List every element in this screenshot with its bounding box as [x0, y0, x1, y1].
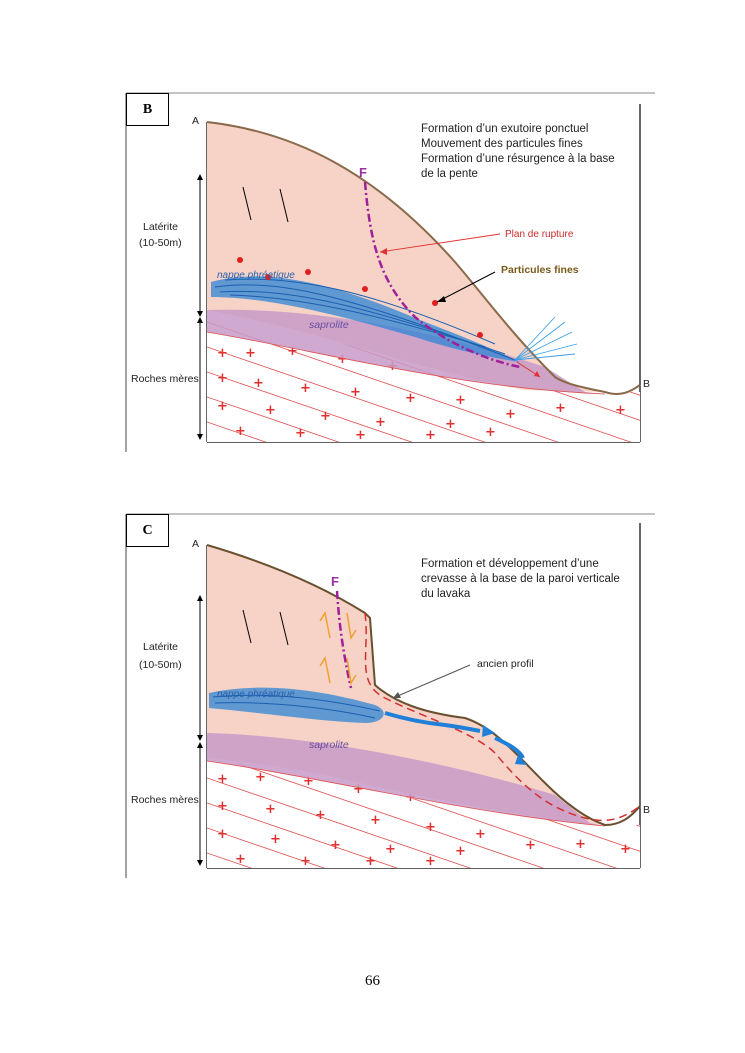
panel-label: C [126, 514, 169, 547]
svg-text:+: + [575, 837, 586, 852]
svg-text:+: + [385, 842, 396, 857]
svg-text:+: + [620, 842, 631, 857]
svg-text:+: + [217, 799, 228, 814]
svg-text:+: + [445, 417, 456, 432]
svg-text:+: + [217, 772, 228, 787]
bedrock-label: Roches mères [131, 794, 199, 806]
figure-c-diagram: + + +++ + + + + + + + + + + + + + + + + + + [125, 513, 655, 878]
svg-text:+: + [425, 820, 436, 835]
old-profile-label: ancien profil [477, 658, 534, 670]
point-b-label: B [643, 378, 651, 390]
svg-text:+: + [265, 403, 276, 418]
fine-particles-label: Particules fines [501, 264, 579, 276]
svg-text:+: + [455, 844, 466, 859]
svg-text:+: + [295, 426, 306, 441]
water-table-label: nappe phréatique [217, 689, 295, 700]
svg-text:+: + [235, 424, 246, 439]
svg-text:+: + [355, 428, 366, 443]
svg-text:+: + [303, 774, 314, 789]
svg-text:+: + [217, 346, 228, 361]
svg-text:+: + [320, 409, 331, 424]
figure-c: + + + + + + + + + + + + + + + + + + + + + + + [125, 513, 660, 880]
svg-text:+: + [365, 854, 376, 869]
svg-text:+: + [315, 808, 326, 823]
svg-text:+: + [300, 854, 311, 869]
svg-text:+: + [370, 813, 381, 828]
svg-text:+: + [375, 415, 386, 430]
water-table-label: nappe phréatique [217, 270, 295, 281]
bedrock-label: Roches mères [131, 373, 199, 385]
fault-label: F [331, 574, 339, 589]
point-a-label: A [192, 115, 200, 127]
description-line: de la pente [421, 168, 478, 180]
svg-text:+: + [505, 407, 516, 422]
description-line: Mouvement des particules fines [421, 138, 583, 150]
svg-text:+: + [425, 854, 436, 869]
svg-text:+: + [350, 385, 361, 400]
svg-text:+: + [253, 376, 264, 391]
svg-text:+: + [217, 371, 228, 386]
point-b-label: B [643, 804, 651, 816]
svg-text:+: + [330, 838, 341, 853]
description-line: crevasse à la base de la paroi verticale [421, 573, 620, 585]
svg-text:+: + [270, 832, 281, 847]
svg-text:+: + [555, 401, 566, 416]
figure-b-diagram: +++++ ++++++ ++++++++ +++++ [125, 92, 655, 452]
svg-text:+: + [525, 838, 536, 853]
svg-text:+: + [485, 425, 496, 440]
rupture-plane-label: Plan de rupture [505, 229, 574, 240]
panel-label: B [126, 93, 169, 126]
svg-text:+: + [337, 352, 348, 367]
svg-text:+: + [217, 399, 228, 414]
svg-text:+: + [287, 344, 298, 359]
description-line: Formation d’un exutoire ponctuel [421, 123, 589, 135]
point-a-label: A [192, 538, 200, 550]
svg-text:+: + [245, 346, 256, 361]
figure-b: +++++ ++++++ ++++++++ +++++ [125, 92, 660, 454]
saprolite-label: saprolite [309, 319, 349, 331]
description-line: Formation d’une résurgence à la base [421, 153, 615, 165]
svg-text:+: + [425, 428, 436, 443]
laterite-label: Latérite [143, 641, 179, 653]
laterite-label: Latérite [143, 221, 179, 233]
svg-text:+: + [615, 403, 626, 418]
description-line: du lavaka [421, 588, 471, 600]
svg-text:+: + [353, 782, 364, 797]
svg-text:+: + [255, 770, 266, 785]
description-line: Formation et développement d’une [421, 558, 599, 570]
laterite-depth-label: (10-50m) [139, 659, 182, 671]
laterite-depth-label: (10-50m) [139, 237, 182, 249]
svg-text:+: + [300, 381, 311, 396]
svg-text:+: + [405, 391, 416, 406]
svg-text:+: + [235, 852, 246, 867]
svg-text:+: + [265, 802, 276, 817]
svg-text:+: + [475, 827, 486, 842]
page-number: 66 [365, 973, 380, 989]
saprolite-label: saprolite [309, 739, 349, 751]
svg-text:+: + [217, 827, 228, 842]
fault-label: F [359, 165, 367, 180]
svg-text:+: + [455, 393, 466, 408]
